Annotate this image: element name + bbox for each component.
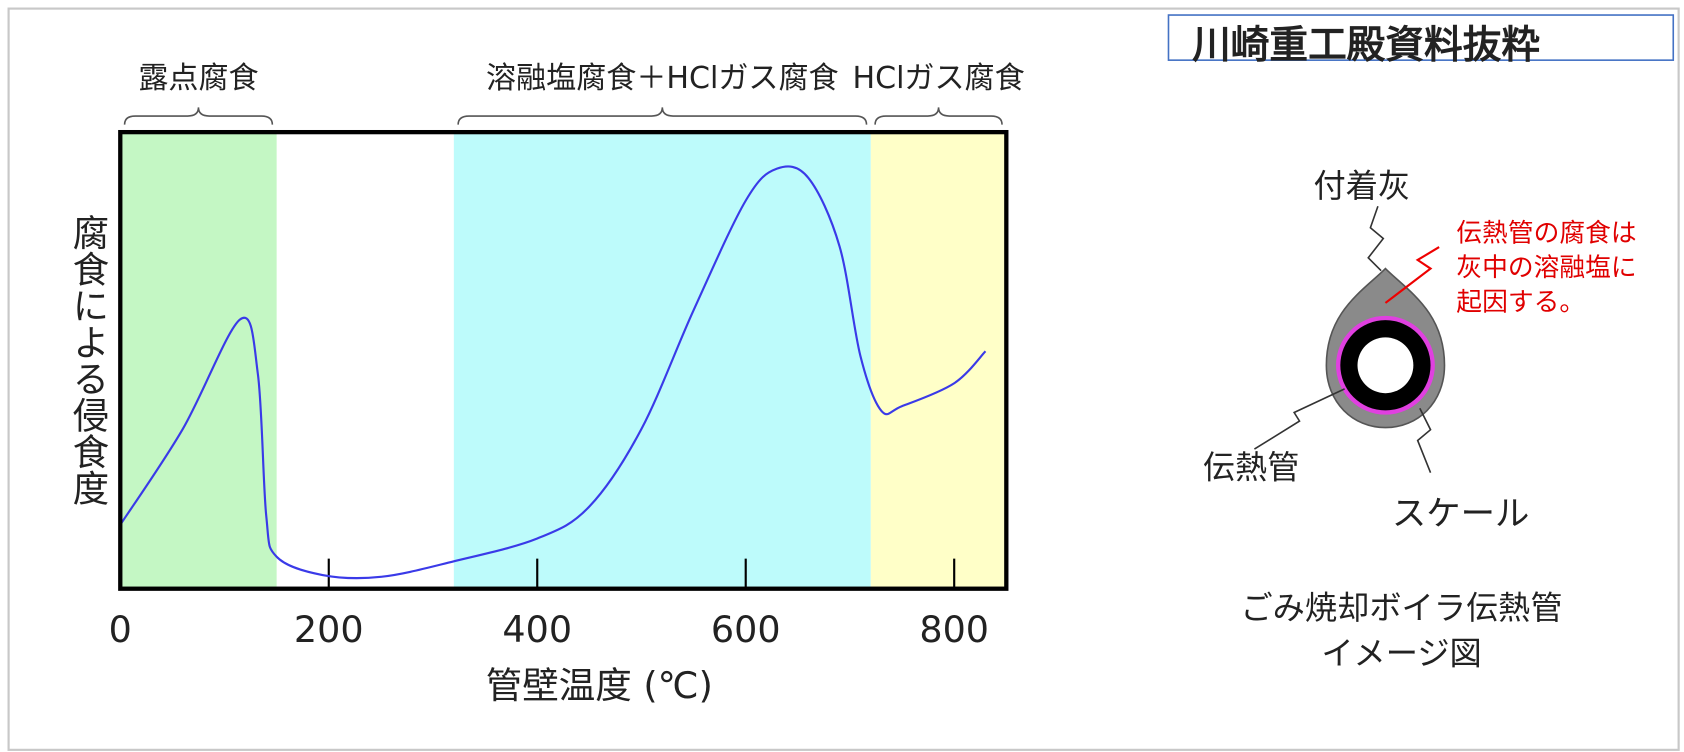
x-axis-label: 管壁温度 (℃)	[486, 664, 713, 707]
diagram-caption: ごみ焼却ボイラ伝熱管	[1240, 589, 1562, 627]
diagram-caption: イメージ図	[1321, 634, 1481, 672]
figure: 露点腐食 溶融塩腐食＋HClガス腐食 HClガス腐食 0 200 400 600 800 腐食…	[0, 0, 1684, 752]
page: { "chart_data": { "type": "line", "y_lab…	[0, 0, 1684, 752]
band	[871, 132, 1007, 589]
x-tick-label: 0	[109, 608, 132, 651]
note-line: 起因する。	[1456, 287, 1585, 317]
band-label: 溶融塩腐食＋HClガス腐食	[486, 61, 839, 96]
ash-label: 付着灰	[1313, 167, 1410, 205]
scale-label: スケール	[1392, 494, 1529, 534]
band-label: HClガス腐食	[852, 61, 1024, 96]
note-line: 灰中の溶融塩に	[1456, 253, 1636, 283]
x-tick-label: 800	[919, 608, 989, 651]
tube-bore	[1358, 337, 1414, 393]
note-line: 伝熱管の腐食は	[1456, 219, 1636, 249]
band	[120, 132, 276, 589]
y-axis-label: 腐食による侵食度	[66, 214, 109, 506]
x-tick-label: 600	[711, 608, 781, 651]
band-label: 露点腐食	[138, 61, 258, 96]
band	[454, 132, 871, 589]
source-label: 川崎重工殿資料抜粋	[1192, 23, 1540, 68]
x-tick-label: 400	[502, 608, 572, 651]
plot: 露点腐食 溶融塩腐食＋HClガス腐食 HClガス腐食 0 200 400 600 800	[109, 61, 1025, 651]
tube-label: 伝熱管	[1203, 448, 1300, 486]
x-tick-label: 200	[294, 608, 364, 651]
